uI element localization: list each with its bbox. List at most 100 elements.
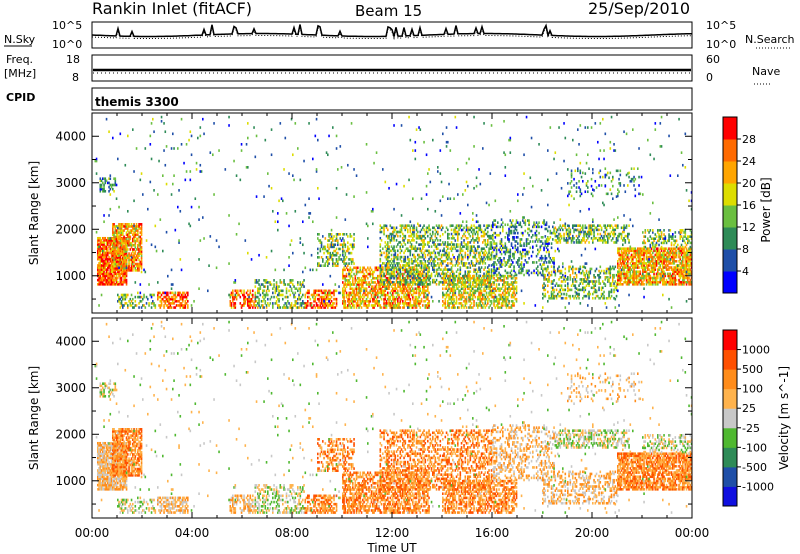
power-cell (329, 233, 332, 236)
power-cell (404, 228, 407, 232)
power-cell (125, 231, 128, 234)
power-cell (539, 248, 542, 252)
power-cell (440, 262, 443, 265)
power-cell (324, 245, 327, 249)
power-cell (278, 285, 280, 288)
power-cell (383, 297, 385, 301)
power-cell (518, 269, 520, 273)
power-cell (140, 223, 143, 226)
power-cell (608, 232, 610, 236)
power-cell (340, 243, 343, 247)
power-cell (134, 239, 137, 243)
power-cell (323, 304, 325, 307)
power-cell (424, 249, 427, 253)
power-cell (412, 262, 414, 265)
power-cell (367, 293, 369, 297)
power-cell (499, 276, 502, 280)
power-cell (517, 236, 519, 239)
power-cell (415, 295, 418, 299)
power-cell (112, 225, 114, 228)
power-cell (493, 248, 495, 252)
power-cell (123, 304, 125, 307)
power-cell (278, 304, 280, 307)
power-cell (367, 276, 369, 280)
power-cell (467, 226, 469, 230)
power-cell (478, 226, 480, 230)
power-cell (543, 267, 545, 271)
power-cell (460, 243, 463, 246)
power-cell (397, 257, 399, 261)
power-cell (622, 226, 624, 230)
power-cell (342, 299, 344, 303)
power-cell (243, 289, 245, 293)
power-cell (360, 295, 363, 299)
power-cell (379, 285, 382, 288)
power-cell (112, 233, 114, 237)
power-cell (463, 276, 465, 280)
power-cell (348, 247, 350, 251)
power-cell (467, 270, 469, 274)
power-cell (333, 306, 335, 309)
power-cell (363, 276, 365, 280)
power-cell (463, 295, 465, 299)
power-cell (394, 302, 397, 305)
power-cell (508, 274, 510, 278)
power-cell (565, 228, 568, 232)
power-cell (112, 276, 114, 280)
power-cell (503, 289, 505, 293)
power-cell (363, 295, 365, 299)
power-cell (578, 232, 580, 236)
power-cell (332, 239, 334, 242)
power-cell (415, 272, 418, 276)
power-cell (325, 289, 328, 293)
power-cell (625, 234, 628, 238)
power-cell (409, 299, 412, 303)
power-cell (345, 274, 348, 278)
power-cell (500, 248, 503, 252)
power-cell (119, 262, 122, 265)
power-cell (475, 281, 478, 284)
power-cell (512, 281, 514, 284)
power-cell (552, 256, 554, 260)
power-cell (468, 274, 470, 278)
power-cell (105, 241, 108, 244)
power-cell (388, 245, 390, 248)
power-cell (399, 245, 402, 248)
power-cell (450, 281, 453, 284)
power-cell (402, 302, 404, 305)
power-cell (415, 234, 418, 238)
power-cell (317, 247, 319, 251)
power-cell (122, 239, 124, 243)
power-cell (385, 270, 388, 274)
power-cell (118, 254, 120, 257)
power-cell (117, 283, 119, 286)
power-cell (279, 306, 282, 309)
power-cell (394, 297, 397, 301)
power-cell (349, 266, 352, 270)
power-cell (379, 283, 382, 286)
power-cell (353, 262, 355, 265)
power-cell (254, 295, 257, 299)
power-cell (527, 242, 529, 245)
power-cell (417, 297, 419, 301)
power-cell (493, 299, 495, 303)
power-cell (548, 280, 550, 283)
power-cell (403, 241, 405, 244)
power-cell (477, 245, 479, 248)
power-cell (372, 304, 374, 307)
power-cell (335, 302, 338, 305)
power-cell (482, 241, 484, 244)
power-cell (105, 251, 108, 255)
power-cell (395, 287, 398, 291)
power-cell (269, 281, 272, 284)
power-cell (489, 274, 492, 278)
power-cell (160, 302, 163, 305)
power-cell (418, 274, 420, 278)
power-cell (570, 241, 573, 244)
power-cell (407, 241, 409, 244)
power-cell (419, 287, 422, 291)
power-cell (135, 237, 138, 241)
power-cell (347, 281, 349, 284)
power-cell (588, 228, 590, 232)
power-cell (473, 276, 475, 280)
